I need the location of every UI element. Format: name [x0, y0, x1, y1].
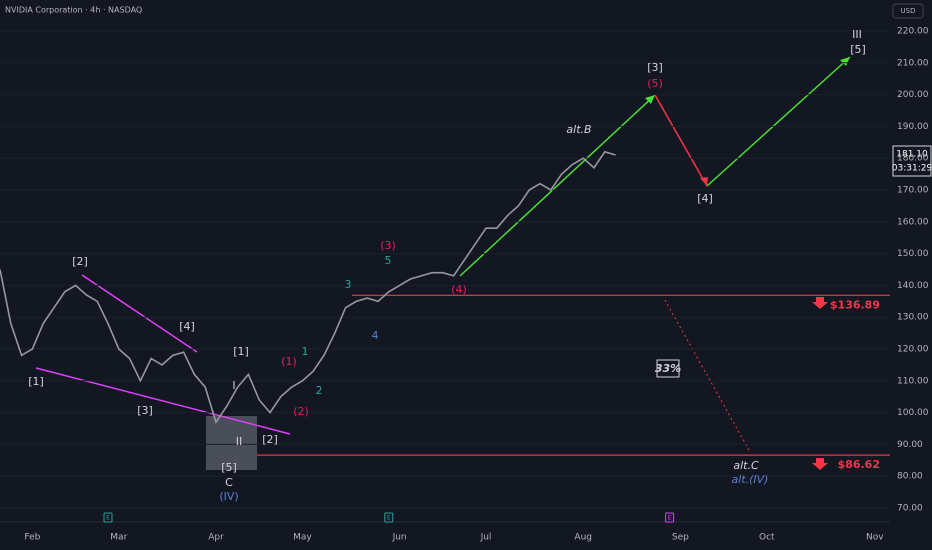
chart-title: NVIDIA Corporation · 4h · NASDAQ — [5, 6, 142, 15]
down-arrow — [812, 458, 828, 470]
x-tick-label: Jul — [480, 533, 492, 543]
earnings-marker: E — [106, 515, 110, 522]
wave-label: [5] — [850, 43, 866, 56]
x-tick-label: Apr — [208, 533, 224, 543]
projection-line — [459, 94, 656, 277]
last-price: 181.10 — [896, 150, 928, 160]
y-tick-label: 150.00 — [897, 249, 929, 259]
wave-label: (2) — [293, 405, 309, 418]
wave-label: (5) — [647, 77, 663, 90]
x-tick-label: Aug — [574, 533, 592, 543]
level-label: $86.62 — [838, 458, 880, 471]
wave-label: 5 — [385, 254, 392, 267]
projection-line — [654, 94, 708, 187]
y-tick-label: 170.00 — [897, 186, 929, 196]
y-tick-label: 160.00 — [897, 217, 929, 227]
wave-label: C — [225, 476, 233, 489]
y-tick-label: 220.00 — [897, 27, 929, 37]
arrow-head — [840, 57, 850, 66]
y-tick-label: 130.00 — [897, 313, 929, 323]
y-tick-label: 110.00 — [897, 376, 929, 386]
wave-label: I — [232, 379, 235, 392]
y-tick-label: 80.00 — [897, 472, 923, 482]
wave-label: [5] — [221, 461, 237, 474]
wave-label: 1 — [302, 345, 309, 358]
price-line — [0, 150, 616, 424]
wedge-line — [35, 367, 291, 435]
countdown: 03:31:29 — [892, 164, 932, 174]
arrow-head — [700, 177, 708, 186]
wave-label: 2 — [316, 384, 323, 397]
wave-label: III — [852, 28, 862, 41]
wedge-line — [81, 274, 198, 353]
wave-label: [3] — [137, 404, 153, 417]
wave-label: [2] — [72, 255, 88, 268]
y-tick-label: 120.00 — [897, 345, 929, 355]
wave-label: alt.C — [733, 459, 759, 472]
wave-label: [3] — [647, 61, 663, 74]
x-tick-label: Oct — [759, 533, 775, 543]
x-tick-label: Mar — [110, 533, 127, 543]
wave-label: (4) — [451, 283, 467, 296]
x-tick-label: Nov — [866, 533, 884, 543]
earnings-box — [665, 512, 675, 523]
currency-box — [892, 3, 924, 19]
y-tick-label: 90.00 — [897, 440, 923, 450]
projection-line — [706, 56, 851, 187]
ratio-box — [656, 359, 680, 378]
currency: USD — [901, 7, 916, 15]
wave-label: alt.B — [566, 123, 591, 136]
wave-label: [4] — [179, 320, 195, 333]
earnings-box — [384, 512, 394, 523]
arrow-head — [645, 95, 655, 104]
wave-label: II — [236, 435, 243, 448]
x-tick-label: Jun — [392, 533, 407, 543]
y-tick-label: 190.00 — [897, 122, 929, 132]
y-tick-label: 200.00 — [897, 90, 929, 100]
wave-label: 4 — [372, 329, 379, 342]
y-tick-label: 70.00 — [897, 504, 923, 514]
wave-label: (1) — [281, 355, 297, 368]
x-tick-label: Sep — [672, 533, 689, 543]
x-tick-label: May — [293, 533, 312, 543]
wave-label: (3) — [380, 239, 396, 252]
zone-box — [206, 416, 257, 470]
wave-label: [1] — [28, 375, 44, 388]
dotted-line — [664, 299, 751, 453]
level-label: $136.89 — [830, 298, 880, 311]
wave-label: alt.(IV) — [732, 473, 769, 486]
last-price-box — [892, 145, 932, 177]
price-axis — [890, 0, 932, 550]
earnings-box — [103, 512, 113, 523]
ratio-label: 33% — [655, 362, 681, 375]
wave-label: [1] — [233, 345, 249, 358]
earnings-marker: E — [387, 515, 391, 522]
down-arrow — [812, 297, 828, 309]
wave-label: [2] — [262, 433, 278, 446]
y-tick-label: 140.00 — [897, 281, 929, 291]
y-tick-label: 210.00 — [897, 58, 929, 68]
wave-label: 3 — [345, 278, 352, 291]
wave-label: (IV) — [219, 490, 238, 503]
x-tick-label: Feb — [24, 533, 40, 543]
y-tick-label: 180.00 — [897, 154, 929, 164]
wave-label: [4] — [697, 192, 713, 205]
earnings-marker: E — [668, 515, 672, 522]
y-tick-label: 100.00 — [897, 408, 929, 418]
